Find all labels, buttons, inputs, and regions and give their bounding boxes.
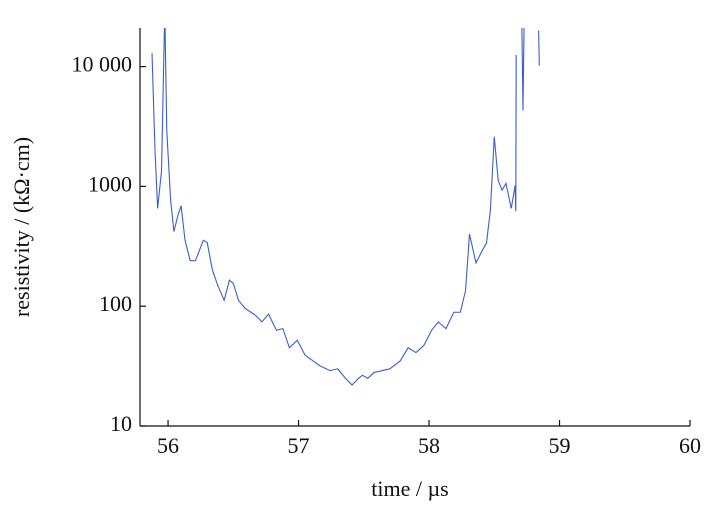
x-tick-label: 59 [549, 433, 571, 458]
y-axis-label: resistivity / (kΩ·cm) [9, 137, 34, 317]
y-tick-label: 1000 [88, 171, 132, 196]
y-tick-label: 10 [110, 411, 132, 436]
x-tick-label: 57 [288, 433, 310, 458]
x-tick-label: 58 [418, 433, 440, 458]
y-tick-label: 10 000 [72, 52, 133, 77]
x-axis-label: time / µs [371, 476, 448, 501]
y-tick-label: 100 [99, 291, 132, 316]
data-line [151, 28, 540, 386]
x-tick-label: 60 [679, 433, 701, 458]
x-tick-label: 56 [157, 433, 179, 458]
